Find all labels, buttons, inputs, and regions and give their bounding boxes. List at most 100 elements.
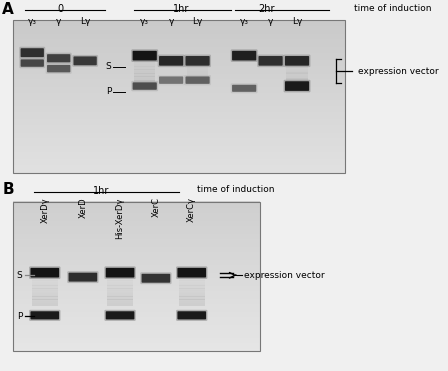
Bar [13, 240, 260, 243]
Bar [13, 242, 260, 245]
Bar [107, 290, 133, 292]
Bar [187, 74, 208, 75]
Bar [13, 289, 260, 291]
Bar [179, 285, 205, 287]
Bar [13, 337, 260, 339]
Bar [13, 307, 260, 310]
Bar [13, 37, 345, 39]
Bar [32, 287, 58, 289]
Bar [13, 218, 260, 221]
Bar [13, 211, 260, 213]
Bar [13, 73, 345, 76]
Bar [13, 253, 260, 256]
Bar [13, 107, 345, 110]
Bar [286, 79, 308, 81]
Bar [13, 143, 345, 146]
Bar [107, 303, 133, 305]
Bar [13, 300, 260, 302]
Bar [32, 293, 58, 295]
Bar [13, 82, 345, 85]
Bar [13, 303, 260, 306]
Bar [13, 99, 345, 102]
Bar [13, 62, 345, 64]
Bar [13, 326, 260, 328]
FancyBboxPatch shape [184, 75, 211, 85]
Bar [13, 92, 345, 95]
Bar [13, 81, 345, 83]
Bar [286, 64, 308, 65]
Bar [134, 82, 155, 83]
FancyBboxPatch shape [232, 85, 256, 92]
Bar [286, 78, 308, 80]
Bar [13, 139, 345, 142]
Bar [134, 65, 155, 67]
Bar [32, 290, 58, 292]
Bar [13, 115, 345, 117]
Bar [13, 31, 345, 34]
Bar [134, 69, 155, 71]
Bar [187, 64, 208, 65]
FancyBboxPatch shape [133, 82, 157, 90]
Bar [13, 50, 345, 53]
FancyBboxPatch shape [30, 268, 59, 278]
Bar [286, 70, 308, 71]
Bar [13, 52, 345, 55]
FancyBboxPatch shape [140, 272, 172, 284]
Bar [13, 292, 260, 295]
Bar [13, 296, 260, 299]
Bar [179, 274, 205, 276]
Bar [107, 304, 133, 306]
Bar [13, 294, 260, 297]
Bar [134, 79, 155, 81]
Bar [13, 287, 260, 289]
Bar [13, 313, 260, 315]
Bar [13, 134, 345, 137]
Bar [13, 147, 345, 150]
Bar [179, 288, 205, 290]
Bar [13, 20, 345, 173]
Bar [13, 209, 260, 211]
Bar [13, 305, 260, 308]
Bar [13, 118, 345, 121]
Bar [286, 76, 308, 78]
Bar [13, 98, 345, 100]
FancyBboxPatch shape [185, 76, 210, 84]
Bar [32, 299, 58, 301]
Bar [13, 79, 345, 81]
Text: Lγ: Lγ [192, 17, 203, 26]
FancyBboxPatch shape [73, 56, 97, 65]
Bar [13, 45, 345, 47]
Bar [13, 113, 345, 115]
FancyBboxPatch shape [284, 80, 310, 92]
Bar [32, 274, 58, 276]
Bar [13, 166, 345, 169]
Bar [286, 61, 308, 63]
Bar [13, 239, 260, 241]
Bar [13, 302, 260, 304]
Bar [13, 111, 345, 114]
Bar [13, 341, 260, 343]
Bar [13, 116, 345, 119]
Bar [179, 298, 205, 300]
FancyBboxPatch shape [72, 55, 98, 67]
Bar [286, 63, 308, 64]
Bar [286, 65, 308, 66]
Bar [13, 331, 260, 334]
Bar [32, 280, 58, 282]
Bar [13, 348, 260, 351]
Bar [13, 216, 260, 219]
Bar [134, 66, 155, 68]
Bar [187, 60, 208, 62]
Bar [134, 59, 155, 61]
Bar [13, 65, 345, 68]
Bar [187, 66, 208, 67]
Bar [13, 237, 260, 239]
Bar [13, 96, 345, 98]
FancyBboxPatch shape [46, 63, 72, 74]
FancyBboxPatch shape [104, 266, 136, 279]
Text: γ₃: γ₃ [28, 17, 37, 26]
Bar [179, 280, 205, 282]
Bar [179, 282, 205, 284]
Bar [13, 145, 345, 148]
FancyBboxPatch shape [106, 311, 134, 319]
